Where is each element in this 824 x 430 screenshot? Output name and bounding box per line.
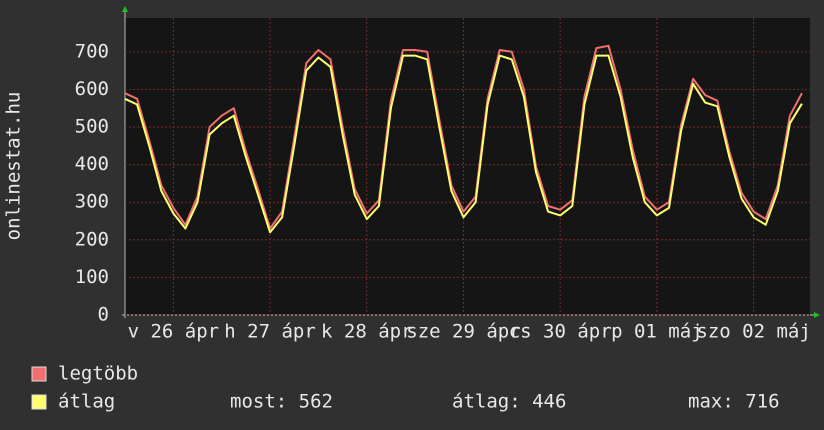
- x-tick-label: k 28 ápr: [321, 321, 413, 343]
- legend-swatch: [31, 394, 47, 410]
- y-tick-label: 400: [75, 153, 109, 175]
- line-series: [124, 54, 803, 234]
- x-tick-label: sze 29 ápr: [406, 321, 520, 343]
- legend-stat: most: 562: [230, 391, 333, 413]
- x-tick-label: szo 02 máj: [696, 321, 810, 343]
- legend-label: átlag: [58, 391, 115, 413]
- legend-stat: átlag: 446: [452, 391, 566, 413]
- line-series: [124, 44, 803, 230]
- axis-arrow: [122, 6, 128, 12]
- legend-swatch: [31, 366, 47, 382]
- y-tick-label: 0: [98, 304, 109, 326]
- y-tick-label: 500: [75, 116, 109, 138]
- y-tick-label: 600: [75, 78, 109, 100]
- y-tick-label: 200: [75, 228, 109, 250]
- plot-area: [125, 18, 810, 315]
- y-axis-label: onlinestat.hu: [3, 92, 25, 241]
- x-tick-label: v 26 ápr: [128, 321, 220, 343]
- y-tick-label: 100: [75, 266, 109, 288]
- axis-arrow: [814, 312, 820, 318]
- y-tick-label: 700: [75, 40, 109, 62]
- x-tick-label: h 27 ápr: [224, 321, 316, 343]
- x-tick-label: p 01 máj: [611, 321, 703, 343]
- legend-label: legtöbb: [58, 363, 138, 385]
- legend-stat: max: 716: [688, 391, 780, 413]
- x-tick-label: cs 30 ápr: [509, 321, 612, 343]
- y-tick-label: 300: [75, 191, 109, 213]
